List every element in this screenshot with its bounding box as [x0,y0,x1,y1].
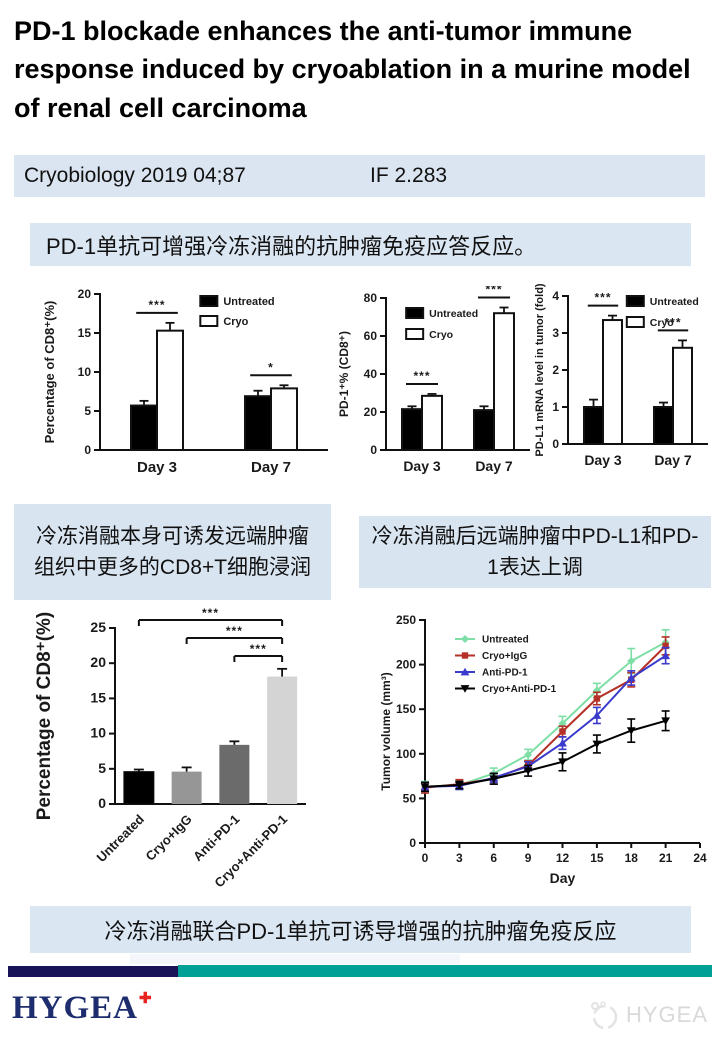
svg-text:2: 2 [552,363,559,377]
svg-text:6: 6 [490,851,497,865]
svg-text:4: 4 [552,289,559,303]
journal-citation: Cryobiology 2019 04;87 [24,164,246,187]
svg-text:Untreated: Untreated [223,296,274,308]
summary-banner-text: PD-1单抗可增强冷冻消融的抗肿瘤免疫应答反应。 [46,233,537,259]
svg-text:PD-L1 mRNA level in tumor (fol: PD-L1 mRNA level in tumor (fold) [534,283,546,456]
svg-text:Cryo+Anti-PD-1: Cryo+Anti-PD-1 [482,684,557,695]
svg-text:Day 3: Day 3 [584,452,622,468]
conclusion-banner-text: 冷冻消融联合PD-1单抗可诱导增强的抗肿瘤免疫反应 [104,918,617,944]
svg-text:3: 3 [456,851,463,865]
svg-text:15: 15 [78,326,92,340]
svg-text:200: 200 [396,658,416,672]
svg-text:60: 60 [364,329,378,343]
svg-text:Anti-PD-1: Anti-PD-1 [482,668,528,679]
svg-text:***: *** [413,369,430,383]
conclusion-banner: 冷冻消融联合PD-1单抗可诱导增强的抗肿瘤免疫反应 [30,906,691,953]
impact-factor: IF 2.283 [370,164,448,187]
svg-text:21: 21 [659,851,673,865]
watermark-text: HYGEA [625,1002,708,1027]
svg-text:10: 10 [90,725,106,741]
svg-text:0: 0 [84,443,91,457]
logo-cross-icon: ✚ [139,991,153,1007]
svg-text:250: 250 [396,613,416,627]
chart-pd1-percent-bar: 0 20 40 60 80 Day 3 *** Day 7 *** PD-1⁺% (CD8⁺) Un… [336,286,536,496]
svg-text:20: 20 [90,654,106,670]
svg-text:Percentage of CD8⁺(%): Percentage of CD8⁺(%) [42,301,57,444]
caption-cd8-infiltration: 冷冻消融本身可诱发远端肿瘤组织中更多的CD8+T细胞浸润 [14,504,331,600]
page-title: PD-1 blockade enhances the anti-tumor im… [14,16,691,123]
summary-banner: PD-1单抗可增强冷冻消融的抗肿瘤免疫应答反应。 [30,223,691,266]
svg-text:***: *** [664,315,681,329]
svg-text:Day 7: Day 7 [654,452,692,468]
svg-text:***: *** [594,291,611,305]
footer-teal-bar [178,965,712,977]
svg-text:***: *** [226,624,243,638]
svg-text:***: *** [485,286,502,297]
svg-text:Cryo+IgG: Cryo+IgG [143,812,195,864]
svg-text:PD-1⁺% (CD8⁺): PD-1⁺% (CD8⁺) [337,331,351,417]
svg-text:***: *** [250,642,267,656]
svg-text:50: 50 [403,791,417,805]
svg-text:***: *** [202,606,219,620]
svg-text:0: 0 [98,795,106,811]
svg-text:***: *** [148,298,165,312]
svg-text:Day 3: Day 3 [403,458,441,474]
chart-pdl1-mrna-bar: 0 1 2 3 4 Day 3 *** Day 7 *** PD-L1 mRNA level in… [534,280,716,492]
svg-text:40: 40 [364,367,378,381]
svg-text:Tumor volume (mm³): Tumor volume (mm³) [380,672,393,790]
svg-text:Untreated: Untreated [429,308,478,320]
svg-text:0: 0 [552,437,559,451]
hygea-logo-text: HYGEA [12,990,139,1026]
svg-text:Cryo+IgG: Cryo+IgG [482,651,528,662]
svg-text:80: 80 [364,291,378,305]
svg-text:20: 20 [364,405,378,419]
svg-text:3: 3 [552,326,559,340]
svg-text:Day 7: Day 7 [251,459,291,476]
caption-pdl1-upregulation: 冷冻消融后远端肿瘤中PD-L1和PD-1表达上调 [359,516,711,588]
svg-text:10: 10 [78,365,92,379]
svg-text:0: 0 [409,836,416,850]
chart-tumor-volume-line: 0 50 100 150 200 250 0 3 6 9 12 15 18 21 24 Day Tumor vo… [380,598,710,894]
svg-text:150: 150 [396,702,416,716]
footer-navy-bar [8,966,178,977]
chart-cd8-infiltration-bar: 0 5 10 15 20 Day 3 *** Day 7 * Percentage of CD8⁺… [40,284,336,490]
svg-text:24: 24 [693,851,707,865]
svg-text:Cryo: Cryo [223,316,248,328]
hygea-watermark: HYGEA [586,998,708,1032]
journal-bar: Cryobiology 2019 04;87 IF 2.283 [14,155,705,197]
svg-text:5: 5 [98,760,106,776]
svg-text:Day: Day [550,870,576,886]
svg-text:Untreated: Untreated [650,296,699,308]
hygea-logo: HYGEA✚ [12,990,152,1027]
svg-text:18: 18 [625,851,639,865]
svg-text:12: 12 [556,851,570,865]
svg-text:*: * [268,360,274,374]
svg-text:0: 0 [422,851,429,865]
chart-cd8-combination-bar: 0 5 10 15 20 25 Untreated Cryo+IgG Anti-PD-1 Cryo… [28,606,318,893]
svg-text:Day 3: Day 3 [137,459,177,476]
svg-text:Untreated: Untreated [93,811,147,865]
svg-text:0: 0 [370,443,377,457]
svg-text:1: 1 [552,400,559,414]
footer-background-artifact [130,954,460,964]
svg-text:Cryo: Cryo [650,317,674,329]
svg-text:Percentage of CD8⁺(%): Percentage of CD8⁺(%) [34,612,55,821]
svg-text:Day 7: Day 7 [475,458,513,474]
svg-text:9: 9 [525,851,532,865]
watermark-emblem-icon [590,1001,618,1030]
svg-text:100: 100 [396,747,416,761]
svg-text:5: 5 [84,404,91,418]
svg-text:Cryo: Cryo [429,329,453,341]
svg-text:20: 20 [78,287,92,301]
svg-text:15: 15 [90,689,106,705]
svg-text:Untreated: Untreated [482,635,529,646]
svg-text:25: 25 [90,619,106,635]
svg-text:15: 15 [590,851,604,865]
